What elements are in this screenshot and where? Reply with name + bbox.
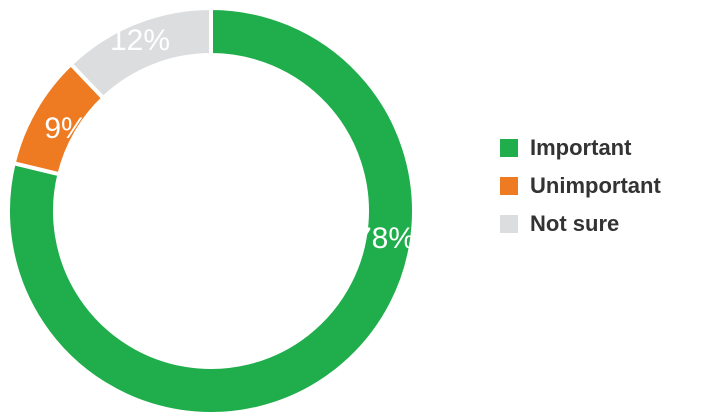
value-label: 9% (44, 112, 87, 145)
legend-label: Unimportant (530, 173, 661, 198)
value-label: 78% (355, 222, 415, 255)
legend-label: Not sure (530, 211, 619, 236)
legend-swatch (500, 215, 518, 233)
donut-slice (68, 5, 213, 101)
legend-swatch (500, 139, 518, 157)
value-label: 12% (110, 24, 170, 57)
donut-slice (6, 5, 416, 416)
legend-swatch (500, 177, 518, 195)
legend-label: Important (530, 135, 632, 160)
